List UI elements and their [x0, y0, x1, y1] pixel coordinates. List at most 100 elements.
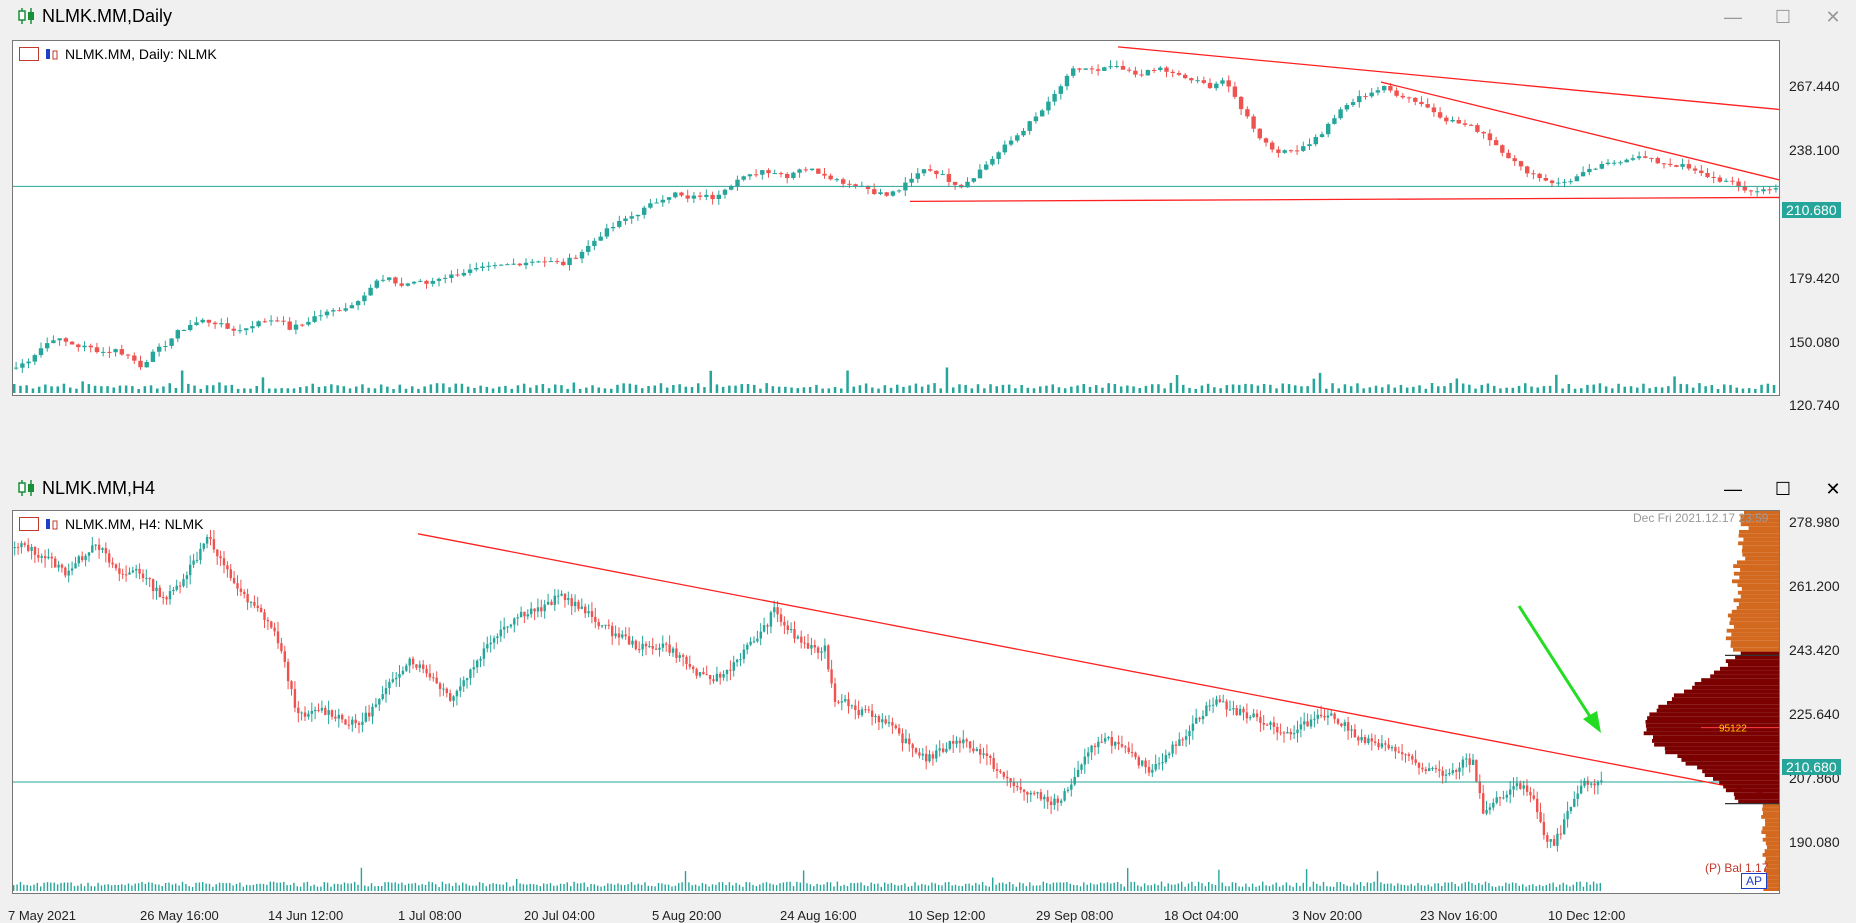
volume-bar [1532, 884, 1534, 891]
volume-bar [1735, 387, 1738, 393]
volume-bar [510, 388, 513, 393]
volume-bar [1565, 884, 1568, 891]
volume-bar [755, 886, 758, 891]
daily-titlebar[interactable]: NLMK.MM,Daily — ☐ ✕ [0, 0, 1856, 34]
volume-bar [671, 886, 673, 891]
volume-bar [1572, 884, 1574, 891]
volume-bar [1461, 883, 1463, 891]
volume-bar [826, 882, 828, 891]
volume-bar [1248, 886, 1250, 891]
volume-bar [1059, 882, 1061, 891]
volume-bar [191, 887, 194, 891]
chart-list-icon[interactable] [19, 517, 39, 531]
h4-titlebar[interactable]: NLMK.MM,H4 — ☐ ✕ [0, 472, 1856, 506]
volume-bar [1536, 387, 1539, 393]
candle-body [64, 567, 67, 576]
candle-body [1481, 131, 1486, 134]
volume-bar [482, 882, 484, 891]
profile-bar [1762, 807, 1779, 812]
volume-bar [268, 388, 271, 393]
maximize-button[interactable]: ☐ [1774, 478, 1792, 499]
profile-bar [1767, 845, 1779, 850]
candle-body [516, 617, 519, 619]
ap-button[interactable]: AP [1741, 873, 1768, 889]
minimize-button[interactable]: — [1724, 478, 1742, 499]
volume-bar [1366, 882, 1369, 891]
candle-body [88, 345, 93, 348]
volume-bar [1552, 882, 1554, 891]
candle-body [1458, 767, 1461, 772]
volume-bar [1008, 882, 1011, 891]
candle-body [533, 608, 536, 612]
volume-bar [1295, 882, 1298, 891]
volume-bar [93, 385, 97, 393]
candle-body [438, 683, 442, 689]
maximize-button[interactable]: ☐ [1774, 6, 1792, 27]
volume-bar [121, 884, 123, 891]
minimize-button[interactable]: — [1724, 6, 1742, 27]
volume-bar [286, 885, 288, 891]
h4-plot-area[interactable]: 95122 NLMK.MM, H4: NLMK Dec Fri 2021.12.… [12, 510, 1780, 894]
volume-bar [802, 387, 806, 393]
profile-bar [1685, 761, 1779, 766]
candle-body [1198, 717, 1201, 720]
candle-body [610, 227, 616, 229]
candle-body [268, 320, 274, 322]
candle-body [623, 218, 628, 221]
candle-body [921, 753, 924, 756]
candle-body [1064, 75, 1070, 87]
candle-body [1226, 80, 1231, 87]
volume-bar [560, 385, 563, 393]
volume-bar [698, 885, 700, 891]
daily-chart-window: NLMK.MM,Daily — ☐ ✕ NLMK.MM, Daily: NLMK… [0, 0, 1856, 413]
chart-list-icon[interactable] [19, 47, 39, 61]
close-button[interactable]: ✕ [1825, 6, 1841, 27]
volume-bar [414, 882, 417, 891]
volume-bar [945, 367, 949, 393]
candle-body [275, 320, 280, 322]
profile-bar [1761, 815, 1779, 819]
chart-type-icon[interactable] [45, 47, 59, 61]
candle-body [830, 669, 833, 684]
candle-body [1394, 90, 1399, 96]
close-button[interactable]: ✕ [1825, 478, 1841, 499]
candle-body [678, 655, 681, 658]
h4-price-label: 225.640 [1789, 706, 1840, 722]
volume-bar [62, 383, 66, 393]
volume-bar [381, 886, 383, 891]
volume-bar [1082, 384, 1085, 393]
candle-body [1176, 73, 1182, 75]
chart-type-icon[interactable] [45, 517, 59, 531]
candle-body [13, 547, 16, 549]
candle-body [101, 548, 104, 550]
volume-bar [600, 886, 602, 891]
daily-current-price-tag: 210.680 [1782, 202, 1841, 218]
volume-bar [292, 388, 296, 393]
volume-bar [1582, 886, 1585, 891]
candle-body [985, 753, 989, 756]
candle-body [854, 705, 857, 710]
candle-body [1191, 723, 1195, 731]
long-trendline [417, 533, 1779, 797]
candle-body [834, 179, 840, 181]
volume-bar [149, 385, 153, 393]
volume-bar [1373, 881, 1375, 891]
daily-plot-area[interactable]: NLMK.MM, Daily: NLMK [12, 40, 1780, 396]
candle-body [1767, 189, 1772, 191]
volume-bar [1113, 384, 1117, 393]
candle-body [810, 645, 813, 649]
volume-bar [1400, 884, 1402, 891]
volume-bar [1542, 886, 1544, 891]
candle-body [107, 351, 112, 353]
volume-bar [16, 884, 18, 891]
candle-body [891, 722, 894, 726]
candle-body [1093, 745, 1097, 747]
candle-body [331, 310, 336, 312]
profile-bar [1733, 647, 1779, 652]
volume-bar [938, 884, 940, 891]
candle-body [111, 562, 114, 565]
candle-body [590, 611, 594, 617]
candle-body [1593, 783, 1596, 786]
candle-body [1151, 70, 1157, 71]
volume-bar [867, 886, 869, 891]
